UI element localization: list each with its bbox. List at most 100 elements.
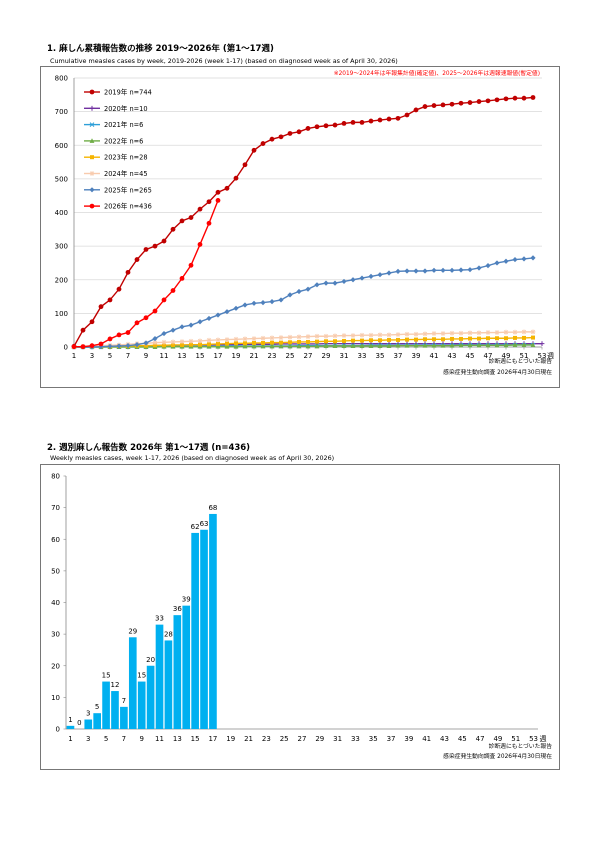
chart1-point: [296, 288, 302, 295]
chart1-legend-marker: [89, 105, 95, 111]
chart1-frame: [40, 66, 560, 388]
chart1-series-line: [73, 331, 533, 348]
chart2-xtick-label: 11: [155, 735, 164, 743]
chart2-xtick-label: 33: [351, 735, 360, 743]
chart1-point: [521, 95, 527, 101]
chart1-xtick-label: 45: [466, 352, 475, 360]
chart1-xtick-label: 31: [340, 352, 349, 360]
chart1-point: [512, 95, 518, 101]
chart1-point: [404, 343, 410, 348]
chart2-bar: [93, 713, 101, 729]
chart2-xtick-label: 17: [208, 735, 217, 743]
chart1-point: [161, 238, 167, 244]
chart2-xtick-label: 25: [280, 735, 289, 743]
chart1-point: [206, 220, 212, 226]
chart1-point: [171, 342, 175, 347]
chart1-point: [233, 175, 239, 181]
chart2-xtick-label: 19: [226, 735, 235, 743]
chart2-bar-label: 36: [173, 605, 182, 613]
chart1-point: [224, 185, 230, 191]
chart1-point: [161, 297, 167, 303]
chart1-point: [80, 327, 86, 333]
chart1-point: [377, 332, 383, 338]
chart2-xtick-label: 39: [404, 735, 413, 743]
chart1-point: [404, 268, 410, 274]
chart1-point: [116, 286, 122, 292]
chart1-point: [521, 329, 527, 335]
chart1-point: [458, 100, 464, 106]
chart1-legend-marker: [89, 171, 95, 176]
chart2-xtick-label: 21: [244, 735, 253, 743]
chart1-point: [188, 322, 194, 328]
chart1-point: [98, 304, 104, 310]
chart1-point: [324, 339, 328, 344]
chart2-bar: [164, 640, 173, 729]
chart1-point: [161, 339, 167, 345]
chart1-point: [269, 299, 275, 305]
chart2-xtick-label: 9: [139, 735, 143, 743]
chart1-point: [450, 336, 454, 341]
chart1-point: [216, 341, 220, 346]
chart1-xtick-label: 43: [448, 352, 457, 360]
chart1-point: [422, 104, 428, 109]
chart1-point: [314, 343, 320, 349]
chart1-legend-marker: [90, 155, 94, 160]
chart2-bar-label: 33: [155, 615, 164, 623]
chart1-footer-note: 診断週にもとづいた報告: [489, 357, 553, 365]
chart1-point: [215, 189, 221, 195]
chart1-xtick-label: 25: [286, 352, 295, 360]
chart1-point: [503, 342, 509, 348]
chart1-point: [423, 337, 427, 342]
chart1-point: [107, 297, 113, 303]
chart1-point: [233, 344, 239, 349]
chart2-bar-label: 1: [68, 716, 72, 724]
chart1-xtick-label: 49: [502, 352, 511, 360]
chart2-bar: [84, 719, 93, 729]
chart1-point: [296, 129, 302, 135]
chart2-xtick-label: 47: [476, 735, 485, 743]
chart1-point: [297, 339, 301, 344]
chart1-point: [512, 329, 518, 335]
chart1-point: [143, 340, 149, 346]
chart1-point: [270, 340, 274, 345]
chart1-point: [170, 339, 176, 345]
chart1-point: [242, 302, 248, 308]
chart2-ytick-label: 0: [56, 726, 60, 734]
chart1-point: [71, 344, 77, 350]
chart2-bar: [209, 513, 217, 729]
chart1-point: [261, 340, 265, 345]
chart1-point: [296, 343, 302, 349]
chart1-point: [314, 333, 320, 339]
chart2-xtick-label: 35: [369, 735, 378, 743]
chart1-point: [405, 337, 409, 342]
chart1-point: [323, 123, 329, 129]
chart1-legend-label: 2019年 n=744: [104, 88, 152, 97]
chart1-point: [179, 324, 185, 330]
chart1-point: [279, 340, 283, 345]
chart1-point: [350, 277, 356, 283]
chart1-point: [422, 331, 428, 337]
chart2-title: 2. 週別麻しん報告数 2026年 第1～17週 (n=436): [47, 443, 251, 453]
chart1-point: [152, 340, 158, 346]
chart1-point: [251, 343, 257, 349]
chart1-point: [360, 338, 364, 343]
chart2-subtitle: Weekly measles cases, week 1-17, 2026 (b…: [50, 454, 335, 462]
chart1-point: [476, 330, 482, 336]
chart2-bar: [182, 605, 191, 729]
chart1-point: [206, 344, 212, 349]
chart1-point: [89, 319, 95, 325]
chart1-point: [431, 103, 437, 108]
chart1-point: [269, 335, 275, 341]
chart1-ytick-label: 800: [55, 75, 68, 83]
chart2-ytick-label: 40: [51, 599, 60, 607]
chart1-point: [387, 337, 391, 342]
chart1-point: [323, 343, 329, 348]
chart1-point: [305, 334, 311, 339]
chart1-point: [89, 343, 95, 349]
chart1-point: [315, 339, 319, 344]
chart2-ytick-label: 80: [51, 473, 60, 481]
chart1-xtick-label: 47: [484, 352, 493, 360]
chart1-point: [341, 120, 347, 126]
